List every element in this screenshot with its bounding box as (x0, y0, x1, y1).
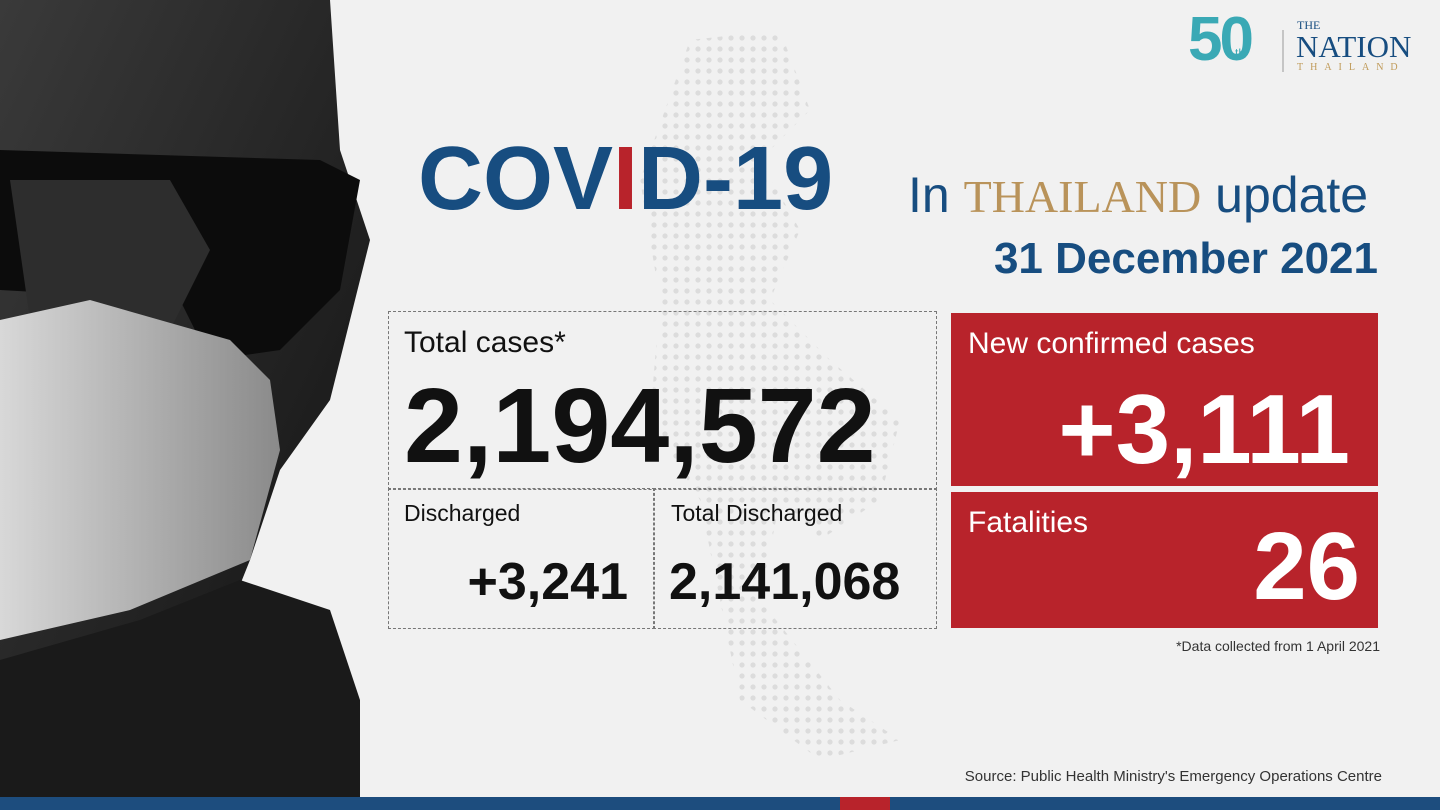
value: +3,241 (467, 553, 629, 611)
label: Fatalities (968, 506, 1089, 539)
bottom-bar-accent (840, 797, 890, 810)
bottom-bar (890, 797, 1440, 810)
value: 2,141,068 (669, 553, 901, 611)
title: COVID-19 (418, 128, 833, 231)
subtitle-in: In (908, 167, 950, 223)
label: Total Discharged (671, 500, 843, 526)
title-part: COV (418, 129, 614, 229)
bottom-bar (0, 797, 840, 810)
date: 31 December 2021 (993, 234, 1378, 283)
value: 26 (1253, 513, 1360, 620)
source: Source: Public Health Ministry's Emergen… (964, 768, 1382, 785)
label: Discharged (404, 500, 521, 526)
logo-nation: NATION (1296, 29, 1412, 64)
dotted-map (640, 30, 900, 760)
collar (0, 580, 360, 810)
value: +3,111 (1058, 374, 1350, 484)
subtitle: In THAILAND update (908, 166, 1368, 224)
subtitle-update: update (1215, 167, 1369, 223)
value: 2,194,572 (404, 367, 876, 485)
title-part: D-19 (638, 129, 834, 229)
subtitle-place: THAILAND (963, 171, 1202, 222)
total-discharged-box (653, 488, 937, 629)
title-part: I (613, 129, 639, 229)
logo-the: THE (1297, 18, 1321, 32)
logo-50: 50 (1188, 5, 1254, 74)
face-mask (0, 300, 280, 640)
label: New confirmed cases (968, 327, 1255, 360)
fatalities-box: Fatalities 26 (951, 492, 1378, 628)
note: *Data collected from 1 April 2021 (1176, 638, 1380, 654)
logo-th: th (1235, 46, 1246, 60)
total-cases-box (388, 311, 937, 490)
logo-thailand: THAILAND (1297, 62, 1405, 73)
lens (10, 180, 210, 330)
new-cases-box: New confirmed cases +3,111 (951, 313, 1378, 486)
discharged-box (388, 488, 655, 629)
label: Total cases* (404, 326, 566, 359)
